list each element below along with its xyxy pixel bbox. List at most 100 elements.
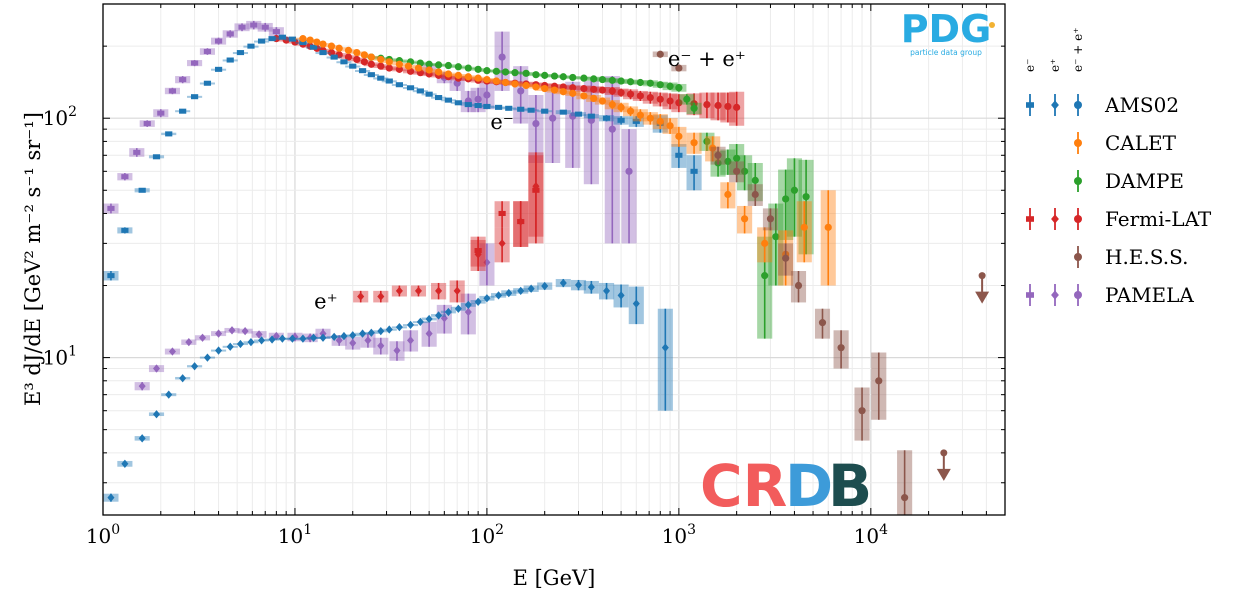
series-h-e-s-s--total bbox=[652, 50, 990, 515]
data-point bbox=[574, 280, 583, 290]
legend-entry-h-e-s-s-: H.E.S.S. bbox=[1074, 245, 1188, 269]
data-point bbox=[733, 154, 741, 162]
data-point bbox=[790, 186, 799, 194]
data-point bbox=[278, 334, 286, 343]
data-point bbox=[636, 111, 644, 119]
series-pamela-electron bbox=[103, 20, 284, 214]
data-point bbox=[152, 154, 161, 160]
data-point bbox=[440, 314, 448, 323]
data-point bbox=[138, 187, 146, 193]
data-point bbox=[288, 334, 296, 343]
data-point bbox=[569, 84, 577, 92]
legend-marker bbox=[1051, 290, 1059, 300]
data-point bbox=[690, 104, 698, 112]
data-point bbox=[646, 79, 654, 87]
x-tick-label: 102 bbox=[470, 522, 504, 548]
data-point bbox=[940, 449, 948, 457]
data-point bbox=[395, 65, 403, 73]
x-tick-label: 100 bbox=[86, 522, 120, 548]
data-point bbox=[250, 22, 258, 28]
data-point bbox=[636, 92, 644, 100]
y-tick-label: 101 bbox=[43, 344, 77, 370]
data-point bbox=[165, 390, 173, 399]
crdb-logo-b: B bbox=[828, 452, 872, 520]
data-point bbox=[199, 333, 207, 342]
data-point bbox=[377, 326, 385, 336]
data-point bbox=[541, 281, 549, 291]
data-point bbox=[247, 338, 255, 347]
data-point bbox=[559, 278, 567, 288]
data-point bbox=[532, 119, 540, 128]
plot-frame bbox=[102, 3, 1006, 516]
data-point bbox=[608, 100, 616, 109]
data-point bbox=[367, 328, 375, 337]
data-point bbox=[541, 71, 549, 79]
data-point bbox=[330, 54, 338, 60]
data-point bbox=[395, 323, 403, 332]
data-point bbox=[425, 314, 433, 324]
data-point bbox=[733, 167, 741, 175]
data-point bbox=[474, 297, 482, 306]
data-point bbox=[608, 76, 616, 84]
data-point bbox=[435, 311, 443, 320]
legend-label: Fermi-LAT bbox=[1105, 207, 1212, 231]
data-point bbox=[714, 101, 722, 110]
data-point bbox=[782, 254, 790, 262]
data-point bbox=[483, 294, 491, 303]
data-point bbox=[434, 68, 443, 76]
data-point bbox=[511, 69, 519, 77]
data-point bbox=[367, 72, 375, 78]
data-point bbox=[559, 109, 567, 115]
data-point bbox=[152, 410, 161, 419]
pdg-logo-dot-icon bbox=[989, 22, 995, 28]
data-point bbox=[258, 336, 266, 345]
data-point bbox=[247, 43, 255, 49]
data-point bbox=[395, 286, 403, 296]
data-point bbox=[580, 92, 588, 100]
legend-marker bbox=[1074, 291, 1082, 299]
data-point bbox=[517, 217, 525, 226]
data-point bbox=[474, 95, 482, 103]
data-point bbox=[444, 61, 452, 70]
data-point bbox=[666, 97, 674, 105]
data-point bbox=[327, 42, 336, 50]
data-point bbox=[603, 286, 611, 296]
data-point bbox=[310, 333, 318, 342]
data-point bbox=[226, 57, 234, 63]
data-point bbox=[517, 87, 525, 95]
data-point bbox=[474, 102, 482, 109]
data-point bbox=[598, 97, 607, 105]
data-point bbox=[340, 331, 348, 341]
data-point bbox=[474, 65, 482, 73]
data-point bbox=[598, 86, 607, 94]
data-point bbox=[626, 90, 635, 98]
data-point bbox=[395, 60, 403, 68]
data-point bbox=[656, 95, 664, 103]
data-point bbox=[367, 53, 375, 61]
data-point bbox=[703, 100, 711, 109]
data-point bbox=[179, 108, 187, 114]
data-point bbox=[454, 100, 462, 106]
data-point bbox=[272, 29, 280, 35]
data-point bbox=[580, 84, 588, 93]
data-point bbox=[492, 77, 500, 85]
data-point bbox=[559, 88, 567, 96]
data-point bbox=[590, 85, 598, 93]
data-point bbox=[661, 343, 669, 352]
data-point bbox=[824, 223, 832, 231]
data-point bbox=[474, 74, 482, 82]
data-point bbox=[319, 329, 327, 338]
legend-entry-pamela: PAMELA bbox=[1026, 283, 1194, 307]
data-point bbox=[802, 193, 810, 201]
data-point bbox=[306, 36, 314, 44]
data-point bbox=[434, 61, 443, 69]
data-point bbox=[675, 64, 683, 72]
legend-entry-fermi-lat: Fermi-LAT bbox=[1026, 207, 1212, 231]
data-point bbox=[532, 83, 540, 91]
data-point bbox=[107, 273, 115, 279]
data-point bbox=[818, 319, 827, 327]
data-point bbox=[121, 459, 129, 468]
data-point bbox=[751, 190, 759, 199]
data-point bbox=[782, 195, 790, 203]
data-point bbox=[569, 73, 577, 82]
